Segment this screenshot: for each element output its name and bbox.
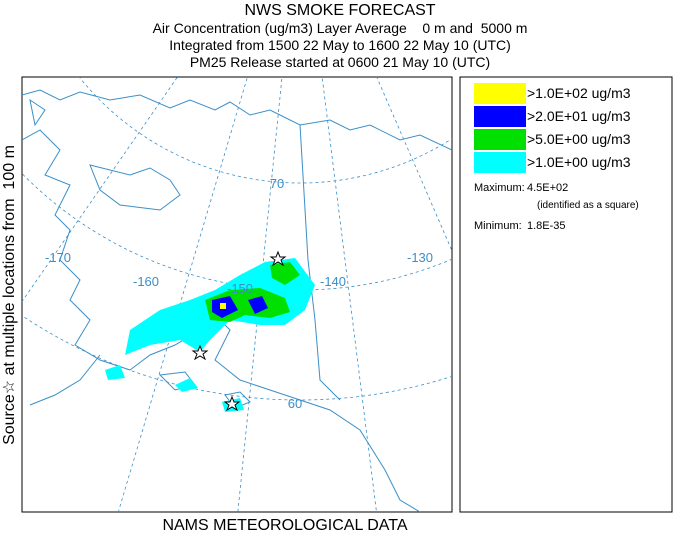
title: NWS SMOKE FORECAST	[244, 2, 435, 19]
legend-label: >1.0E+00 ug/m3	[527, 154, 631, 170]
meridian-label: -140	[320, 274, 346, 289]
legend-swatch	[474, 152, 526, 173]
maximum-note: (identified as a square)	[537, 200, 639, 211]
parallel-label: 70	[270, 176, 284, 191]
subtitle: Integrated from 1500 22 May to 1600 22 M…	[169, 37, 511, 53]
legend-swatch	[474, 106, 526, 127]
meridian-label: -130	[407, 250, 433, 265]
side-label: Source☆ at multiple locations from 100 m	[1, 145, 18, 445]
footer: NAMS METEOROLOGICAL DATA	[162, 517, 407, 532]
smoke-plume	[105, 250, 315, 412]
minimum-value: 1.8E-35	[527, 220, 566, 232]
minimum-label: Minimum:	[474, 220, 522, 232]
legend-swatch	[474, 129, 526, 150]
meridian-label: -160	[133, 274, 159, 289]
legend-label: >5.0E+00 ug/m3	[527, 131, 631, 147]
legend-label: >2.0E+01 ug/m3	[527, 108, 631, 124]
maximum-label: Maximum:	[474, 182, 525, 194]
parallel-label: 60	[288, 396, 302, 411]
subtitle: PM25 Release started at 0600 21 May 10 (…	[190, 54, 490, 70]
meridian-label: -170	[45, 250, 71, 265]
subtitle: Air Concentration (ug/m3) Layer Average …	[153, 20, 528, 36]
maximum-value: 4.5E+02	[527, 182, 568, 194]
legend-swatch	[474, 83, 526, 104]
legend-label: >1.0E+02 ug/m3	[527, 85, 631, 101]
meridian-label: -150	[227, 281, 253, 296]
legend: Maximum: 4.5E+02 (identified as a square…	[459, 76, 673, 513]
